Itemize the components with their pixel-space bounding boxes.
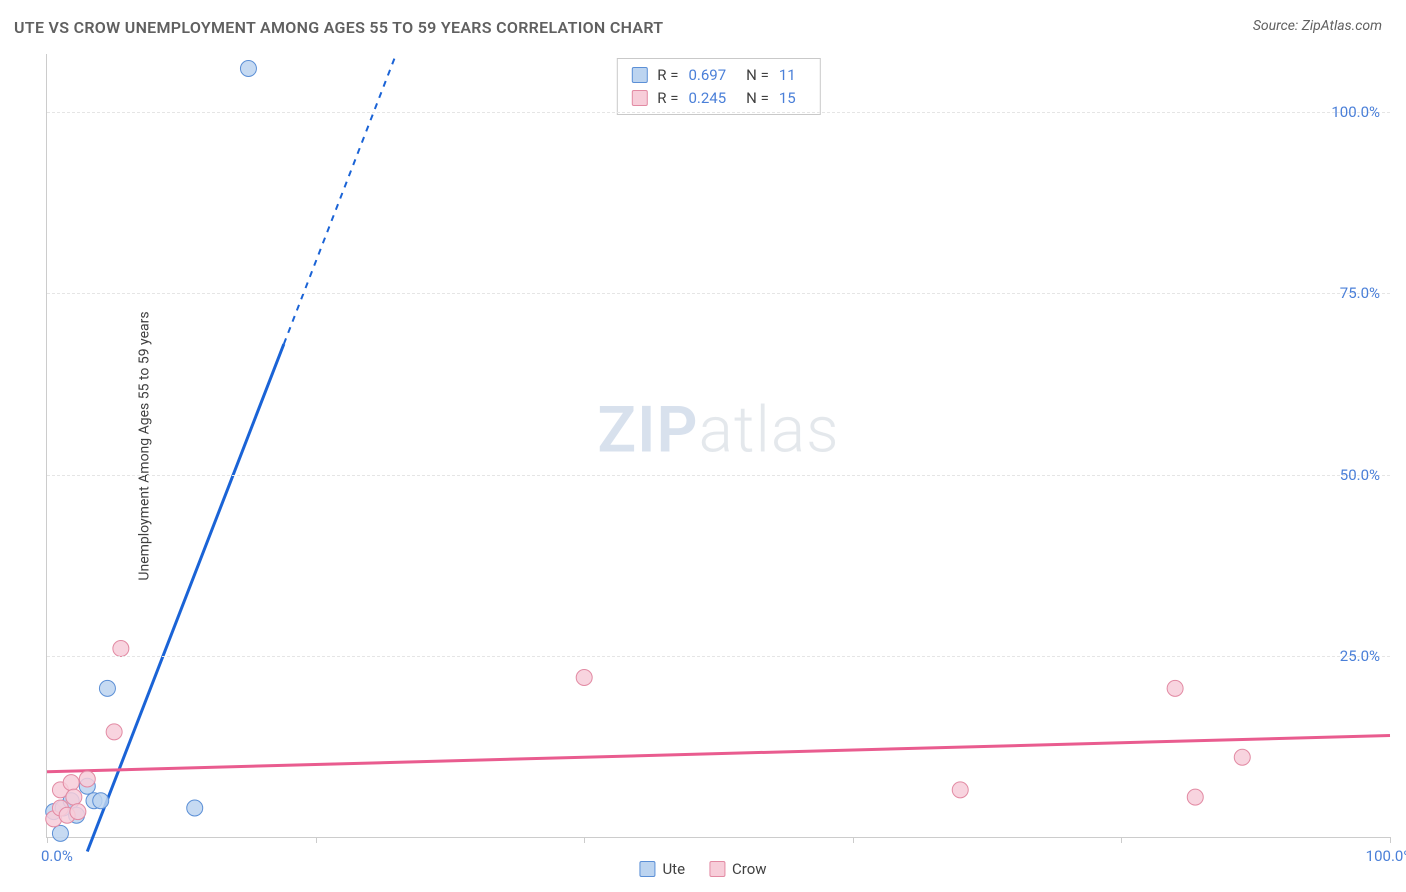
chart-svg — [47, 54, 1390, 837]
data-point-Crow — [66, 789, 82, 805]
legend-r-label: R = — [657, 64, 678, 87]
trend-line-dashed-Ute — [284, 54, 396, 344]
y-tick-label: 50.0% — [1340, 466, 1380, 484]
y-tick-label: 25.0% — [1340, 647, 1380, 665]
gridline-h — [47, 475, 1390, 476]
legend-label: Ute — [662, 860, 685, 878]
legend-n-label: N = — [746, 64, 769, 87]
data-point-Ute — [52, 825, 68, 841]
legend-n-value: 11 — [779, 64, 796, 87]
legend-swatch-icon — [709, 861, 725, 877]
data-point-Crow — [576, 670, 592, 686]
origin-tick-label: 0.0% — [41, 847, 73, 865]
legend-r-label: R = — [657, 87, 678, 110]
legend-r-value: 0.697 — [688, 64, 726, 87]
chart-plot-area: ZIPatlas R =0.697N =11R =0.245N =15 0.0%… — [46, 54, 1390, 838]
legend-label: Crow — [732, 860, 767, 878]
series-legend-item: Ute — [639, 860, 685, 878]
legend-swatch — [631, 90, 647, 106]
y-tick-label: 75.0% — [1340, 284, 1380, 302]
data-point-Crow — [63, 775, 79, 791]
series-legend: Ute Crow — [639, 860, 766, 878]
y-tick-label: 100.0% — [1331, 103, 1380, 121]
x-tick — [1390, 837, 1391, 843]
gridline-h — [47, 656, 1390, 657]
legend-swatch — [631, 67, 647, 83]
data-point-Crow — [79, 771, 95, 787]
data-point-Crow — [1167, 680, 1183, 696]
x-tick — [316, 837, 317, 843]
data-point-Ute — [187, 800, 203, 816]
x-tick-label: 100.0% — [1366, 847, 1406, 865]
data-point-Crow — [1187, 789, 1203, 805]
gridline-h — [47, 112, 1390, 113]
data-point-Ute — [240, 61, 256, 77]
data-point-Crow — [113, 641, 129, 657]
legend-row-Crow: R = 0.245 N = 15 — [631, 87, 805, 110]
trend-line-Crow — [47, 736, 1390, 772]
legend-n-label: N = — [746, 87, 769, 110]
data-point-Crow — [106, 724, 122, 740]
correlation-legend: R = 0.697 N = 11 R = 0.245 N = 15 — [616, 58, 820, 115]
x-tick — [1121, 837, 1122, 843]
legend-swatch-icon — [639, 861, 655, 877]
gridline-h — [47, 293, 1390, 294]
data-point-Crow — [952, 782, 968, 798]
x-tick — [584, 837, 585, 843]
source-attribution: Source: ZipAtlas.com — [1253, 18, 1382, 34]
legend-row-Ute: R = 0.697 N = 11 — [631, 64, 805, 87]
trend-line-Ute — [87, 344, 284, 852]
series-legend-item: Crow — [709, 860, 767, 878]
data-point-Crow — [70, 804, 86, 820]
x-tick — [47, 837, 48, 843]
x-tick — [853, 837, 854, 843]
data-point-Ute — [99, 680, 115, 696]
data-point-Crow — [1234, 749, 1250, 765]
legend-n-value: 15 — [779, 87, 796, 110]
data-point-Ute — [93, 793, 109, 809]
legend-r-value: 0.245 — [688, 87, 726, 110]
chart-title: UTE VS CROW UNEMPLOYMENT AMONG AGES 55 T… — [14, 18, 663, 37]
